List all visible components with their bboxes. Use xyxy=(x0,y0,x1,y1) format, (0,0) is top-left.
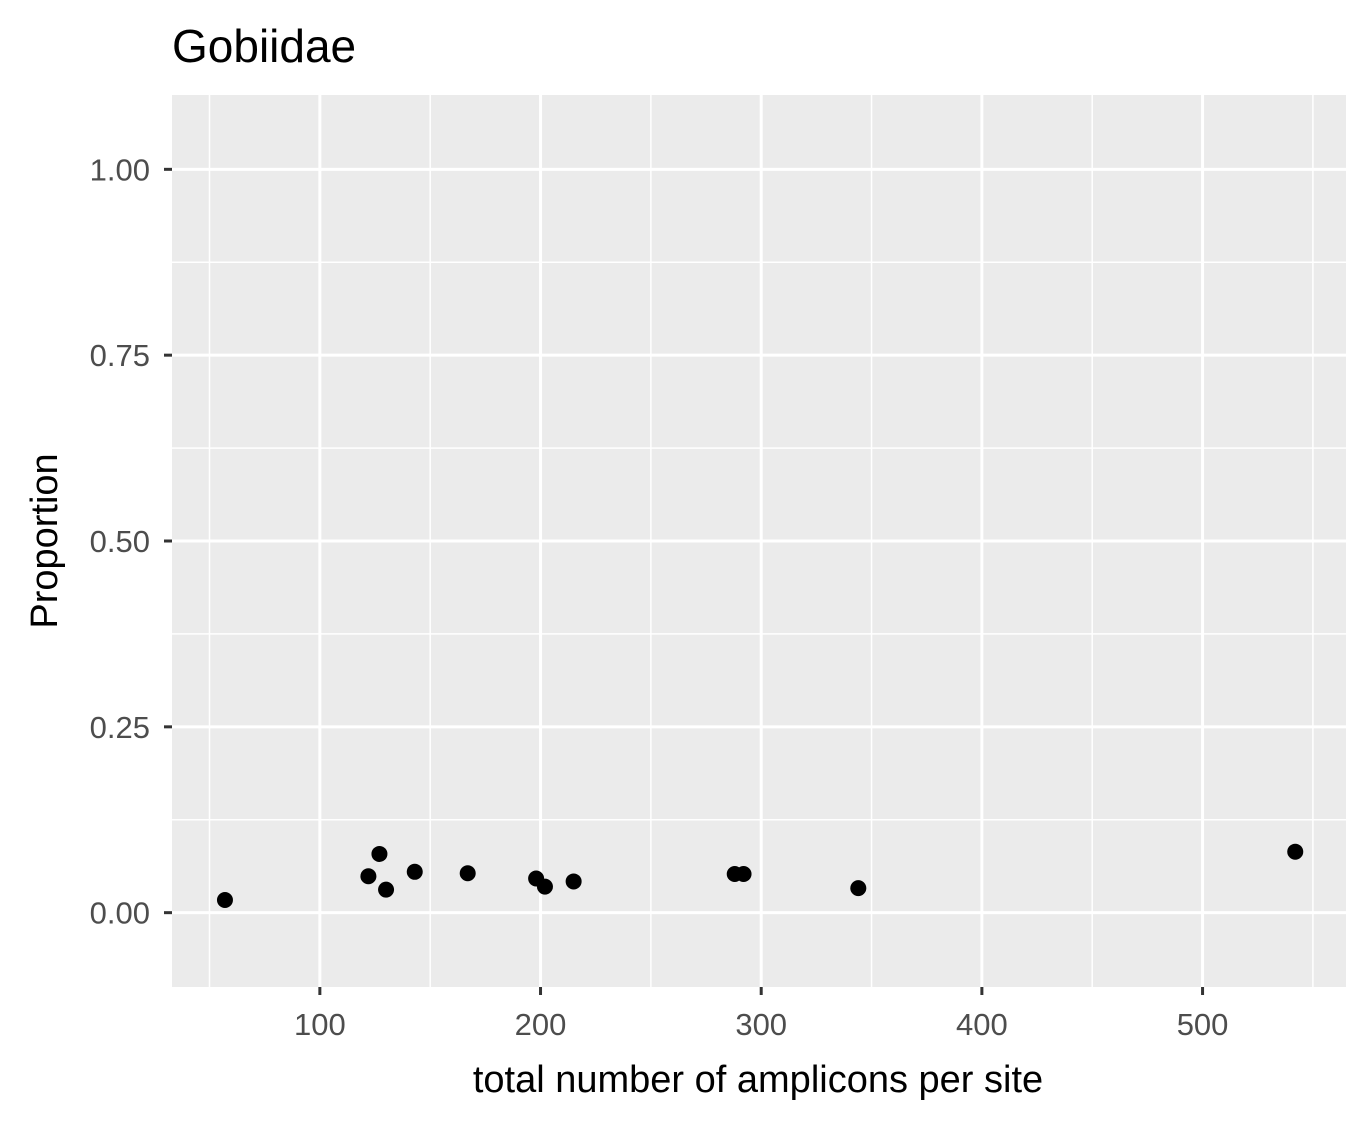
data-point xyxy=(378,881,395,898)
data-point xyxy=(371,845,388,862)
x-tick-label: 400 xyxy=(956,1007,1008,1042)
data-point xyxy=(536,878,553,895)
data-point xyxy=(850,880,867,897)
x-tick-label: 500 xyxy=(1177,1007,1229,1042)
data-point xyxy=(360,868,377,885)
x-tick-label: 100 xyxy=(294,1007,346,1042)
y-tick-label: 0.25 xyxy=(90,710,150,745)
data-point xyxy=(406,863,423,880)
data-point xyxy=(1287,843,1304,860)
data-point xyxy=(459,865,476,882)
major-grid xyxy=(172,95,1346,987)
data-points xyxy=(216,843,1304,909)
data-point xyxy=(216,892,233,909)
x-tick-label: 200 xyxy=(515,1007,567,1042)
x-tick-label: 300 xyxy=(735,1007,787,1042)
data-point xyxy=(565,873,582,890)
y-axis: 0.00 0.25 0.50 0.75 1.00 xyxy=(90,152,172,931)
y-tick-label: 0.50 xyxy=(90,524,150,559)
y-tick-label: 1.00 xyxy=(90,152,150,187)
y-tick-label: 0.75 xyxy=(90,338,150,373)
x-axis-title: total number of amplicons per site xyxy=(473,1059,1043,1101)
data-point xyxy=(735,866,752,883)
y-axis-title: Proportion xyxy=(24,453,66,628)
x-axis: 100 200 300 400 500 xyxy=(294,987,1228,1042)
chart-title: Gobiidae xyxy=(172,20,356,72)
y-tick-label: 0.00 xyxy=(90,896,150,931)
